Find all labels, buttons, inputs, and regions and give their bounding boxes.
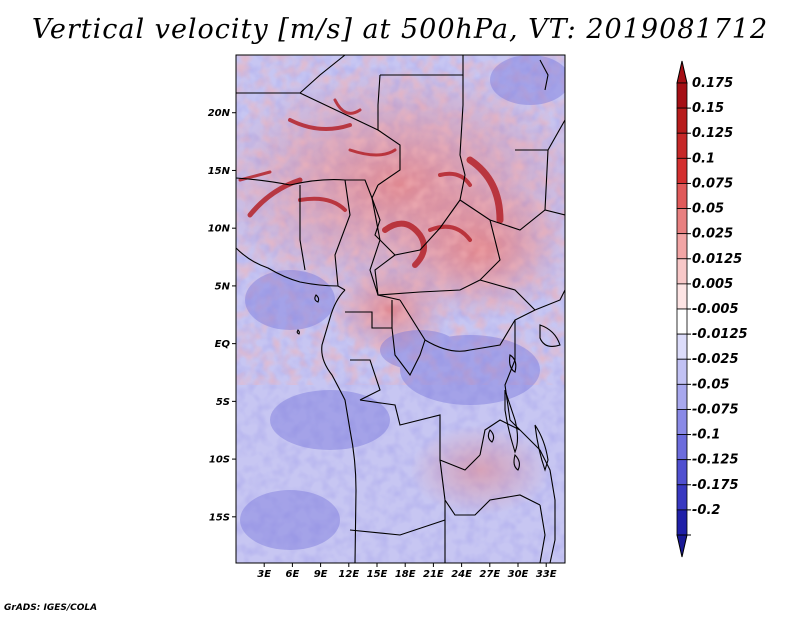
lat-tick-label: 15N xyxy=(208,166,231,177)
lat-tick-label: 10S xyxy=(209,455,230,466)
plot-frame xyxy=(235,54,566,564)
lon-tick-label: 18E xyxy=(395,569,416,580)
colorbar-label: 0.025 xyxy=(692,227,733,242)
colorbar-label: -0.2 xyxy=(692,503,720,518)
colorbar-swatch xyxy=(676,308,688,335)
colorbar-label: -0.025 xyxy=(692,352,739,367)
colorbar-label: -0.1 xyxy=(692,428,720,443)
colorbar-label: -0.125 xyxy=(692,453,739,468)
colorbar-swatch xyxy=(676,258,688,285)
lon-tick-label: 6E xyxy=(286,569,300,580)
lon-tick-label: 9E xyxy=(314,569,328,580)
colorbar-swatch xyxy=(676,358,688,385)
lat-tick-label: 15S xyxy=(209,512,230,523)
velocity-field xyxy=(236,55,565,563)
colorbar-swatch xyxy=(676,82,688,109)
colorbar-label: 0.125 xyxy=(692,126,733,141)
colorbar-swatch xyxy=(676,333,688,360)
lat-tick-label: 5N xyxy=(215,281,231,292)
colorbar: 0.175 0.15 0.125 0.1 0.075 0.05 0.025 0.0125 0.0… xyxy=(676,60,748,558)
colorbar-swatch xyxy=(676,484,688,511)
country-borders xyxy=(236,55,565,563)
colorbar-top-extension xyxy=(676,60,688,84)
colorbar-swatch xyxy=(676,459,688,486)
longitude-axis: 3E 6E 9E 12E 15E 18E 21E 24E 27E 30E 33E xyxy=(257,563,557,580)
lon-tick-label: 30E xyxy=(508,569,529,580)
colorbar-swatch xyxy=(676,233,688,260)
colorbar-label: -0.0125 xyxy=(692,327,748,342)
lon-tick-label: 33E xyxy=(536,569,557,580)
colorbar-label: -0.05 xyxy=(692,377,729,392)
map-title: Vertical velocity [m/s] at 500hPa, VT: 2… xyxy=(31,14,769,45)
lon-tick-label: 27E xyxy=(479,569,500,580)
colorbar-swatch xyxy=(676,434,688,461)
colorbar-label: 0.05 xyxy=(692,202,724,217)
lon-tick-label: 3E xyxy=(257,569,271,580)
grads-credit: GrADS: IGES/COLA xyxy=(4,603,98,613)
latitude-axis: 20N 15N 10N 5N EQ 5S 10S 15S xyxy=(208,108,236,523)
lat-tick-label: EQ xyxy=(215,339,231,350)
colorbar-label: 0.15 xyxy=(692,101,724,116)
colorbar-label: -0.175 xyxy=(692,478,739,493)
colorbar-swatch xyxy=(676,157,688,184)
colorbar-label: 0.0125 xyxy=(692,252,742,267)
colorbar-bottom-extension xyxy=(676,534,688,558)
colorbar-label: 0.005 xyxy=(692,277,733,292)
colorbar-label: 0.075 xyxy=(692,176,733,191)
lat-tick-label: 20N xyxy=(208,108,231,119)
colorbar-swatch xyxy=(676,208,688,235)
lat-tick-label: 5S xyxy=(216,397,230,408)
colorbar-swatch xyxy=(676,509,688,536)
lon-tick-label: 24E xyxy=(451,569,472,580)
colorbar-label: 0.175 xyxy=(692,76,733,91)
colorbar-swatch xyxy=(676,283,688,310)
lon-tick-label: 15E xyxy=(367,569,388,580)
colorbar-label: -0.005 xyxy=(692,302,739,317)
colorbar-swatch xyxy=(676,107,688,134)
lon-tick-label: 21E xyxy=(423,569,444,580)
colorbar-label: 0.1 xyxy=(692,151,715,166)
colorbar-swatch xyxy=(676,409,688,435)
lat-tick-label: 10N xyxy=(208,224,231,235)
colorbar-swatch xyxy=(676,183,688,209)
colorbar-label: -0.075 xyxy=(692,402,739,417)
lon-tick-label: 12E xyxy=(338,569,359,580)
colorbar-swatch xyxy=(676,132,688,159)
colorbar-swatch xyxy=(676,383,688,410)
